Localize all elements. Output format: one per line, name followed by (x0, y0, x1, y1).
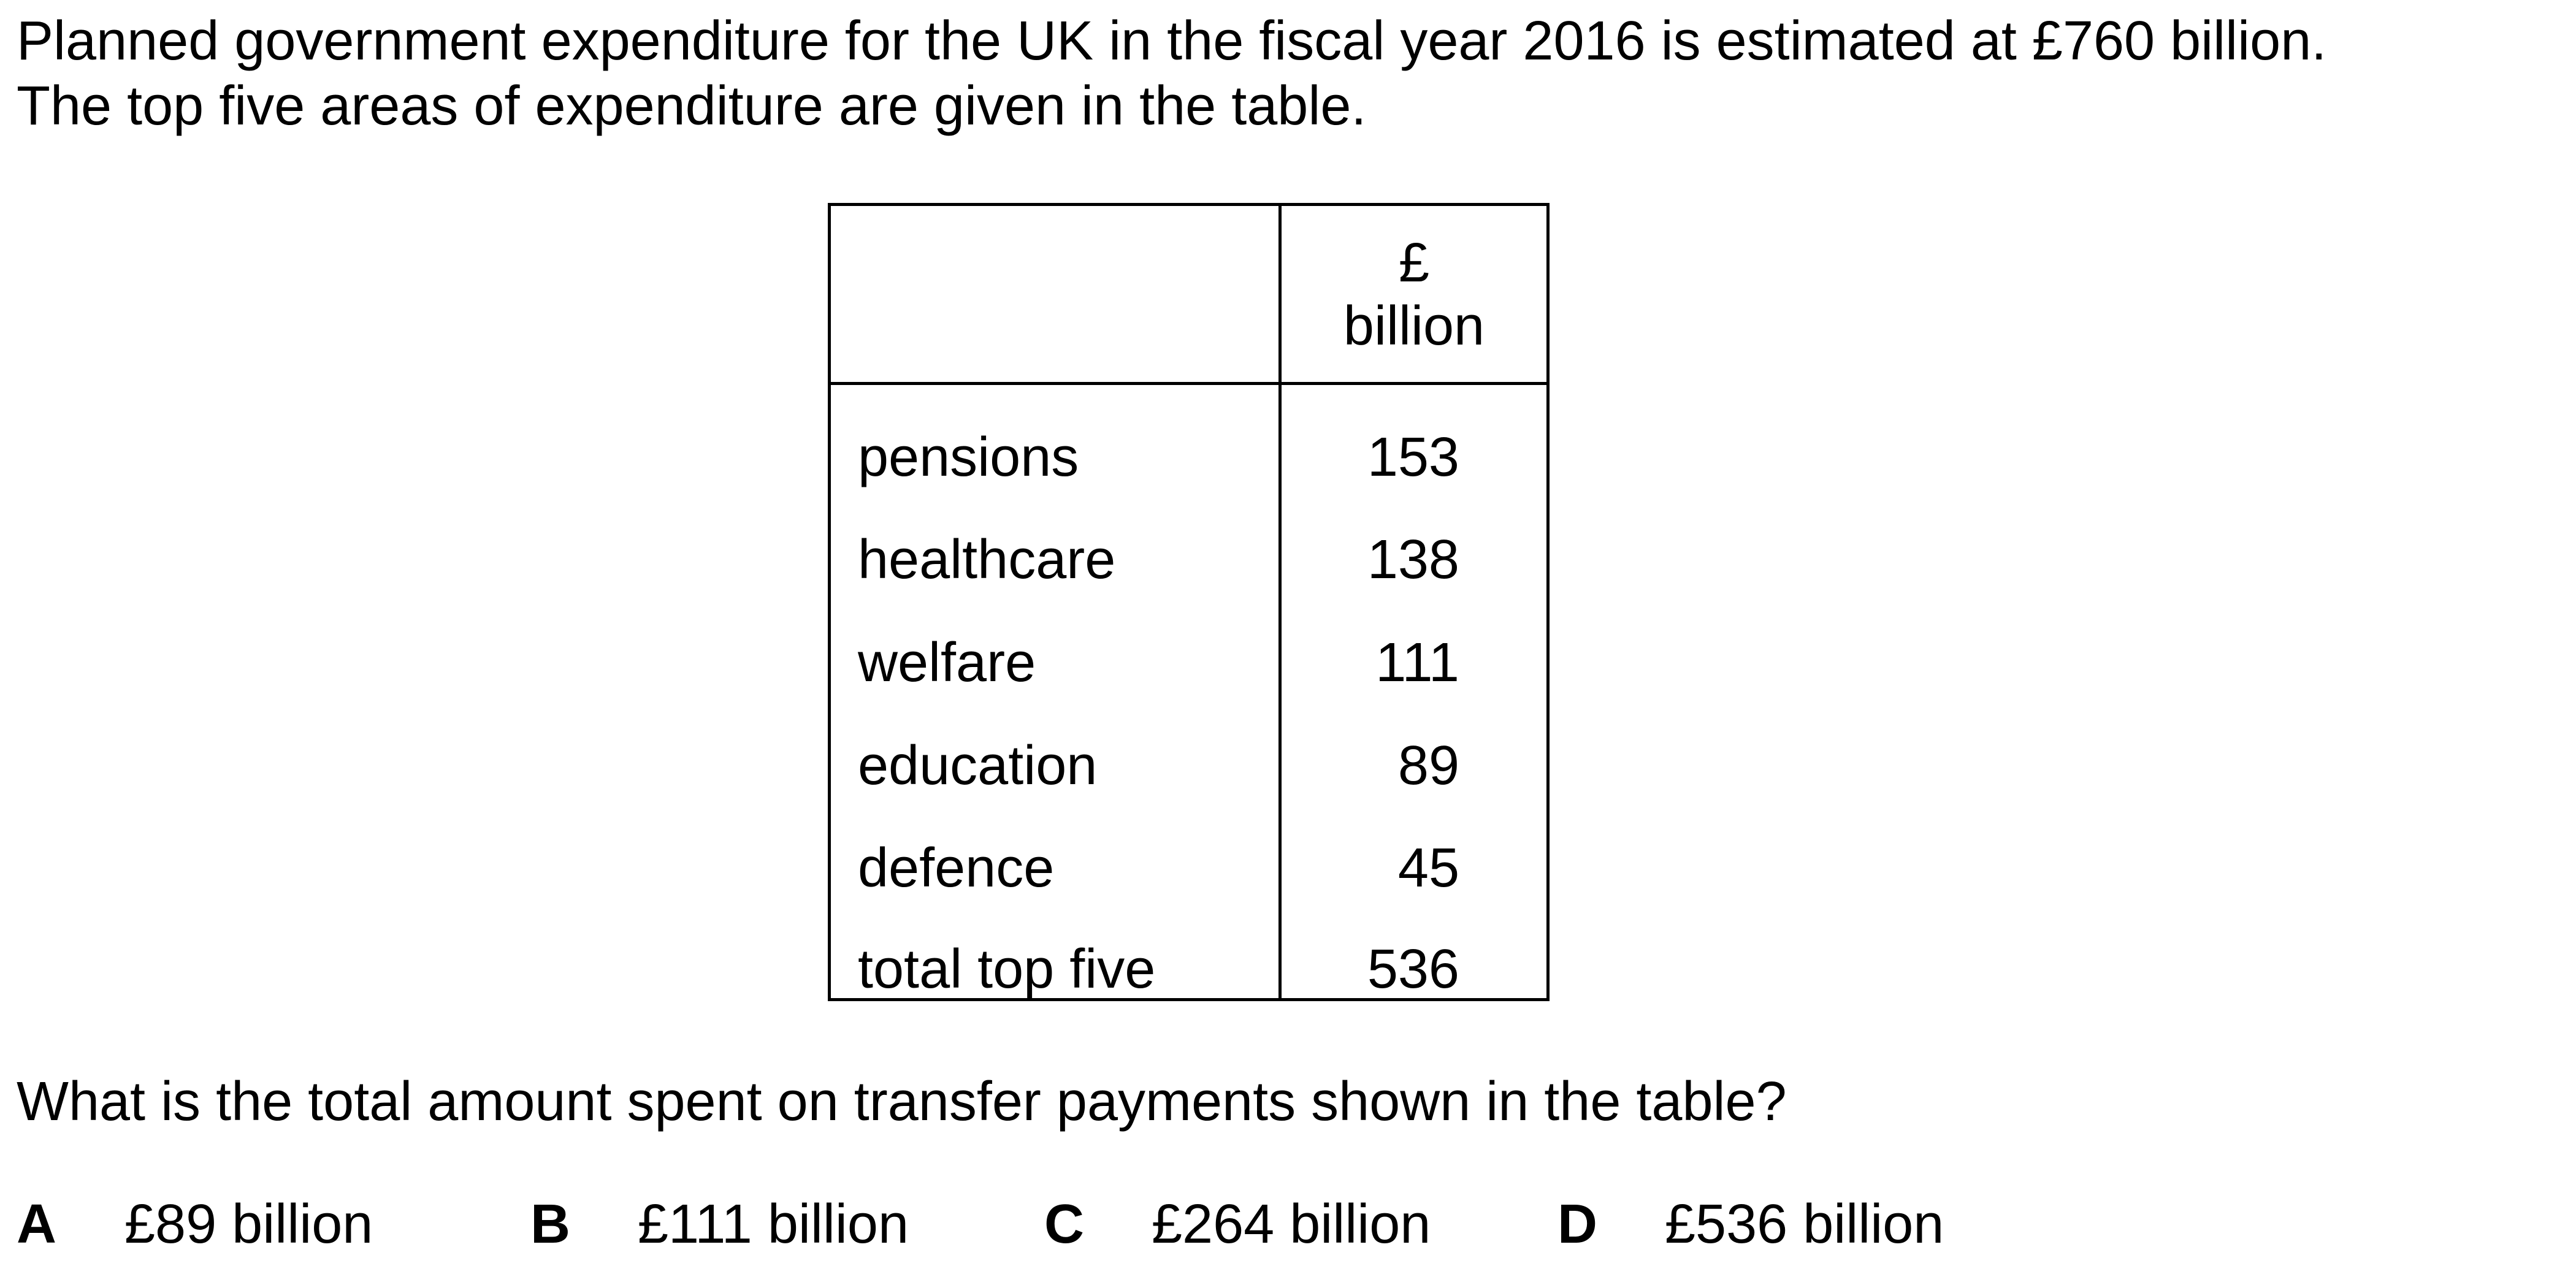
table-row-label: healthcare (858, 529, 1116, 590)
table-row-label: welfare (858, 632, 1036, 693)
table-row-label: education (858, 735, 1098, 796)
option-d-text: £536 billion (1665, 1194, 1944, 1255)
table-header-currency: £ (1398, 232, 1430, 294)
option-c-letter: C (1044, 1194, 1084, 1255)
question-text: What is the total amount spent on transf… (17, 1071, 1787, 1132)
expenditure-table: £ billion pensions 153 healthcare 138 we… (828, 203, 1550, 1001)
intro-text-line-2: The top five areas of expenditure are gi… (17, 75, 1367, 137)
option-c-text: £264 billion (1152, 1194, 1431, 1255)
option-d-letter: D (1557, 1194, 1597, 1255)
table-row-label: defence (858, 837, 1055, 899)
table-row-value: 111 (1375, 632, 1459, 693)
option-b-text: £111 billion (638, 1194, 909, 1255)
option-a-letter: A (17, 1194, 56, 1255)
table-header-unit: billion (1343, 296, 1485, 357)
table-row-value: 89 (1397, 735, 1459, 796)
intro-text-line-1: Planned government expenditure for the U… (17, 10, 2327, 72)
table-row-label: pensions (858, 427, 1079, 488)
option-b-letter: B (530, 1194, 570, 1255)
option-a-text: £89 billion (124, 1194, 373, 1255)
answer-options: A £89 billion B £111 billion C £264 bill… (0, 1197, 2576, 1258)
table-column-divider (1278, 206, 1282, 998)
table-total-value: 536 (1367, 939, 1459, 1000)
table-total-label: total top five (858, 939, 1156, 1000)
table-header-divider (831, 382, 1546, 385)
table-row-value: 153 (1367, 427, 1459, 488)
table-row-value: 45 (1397, 837, 1459, 899)
table-row-value: 138 (1367, 529, 1459, 590)
